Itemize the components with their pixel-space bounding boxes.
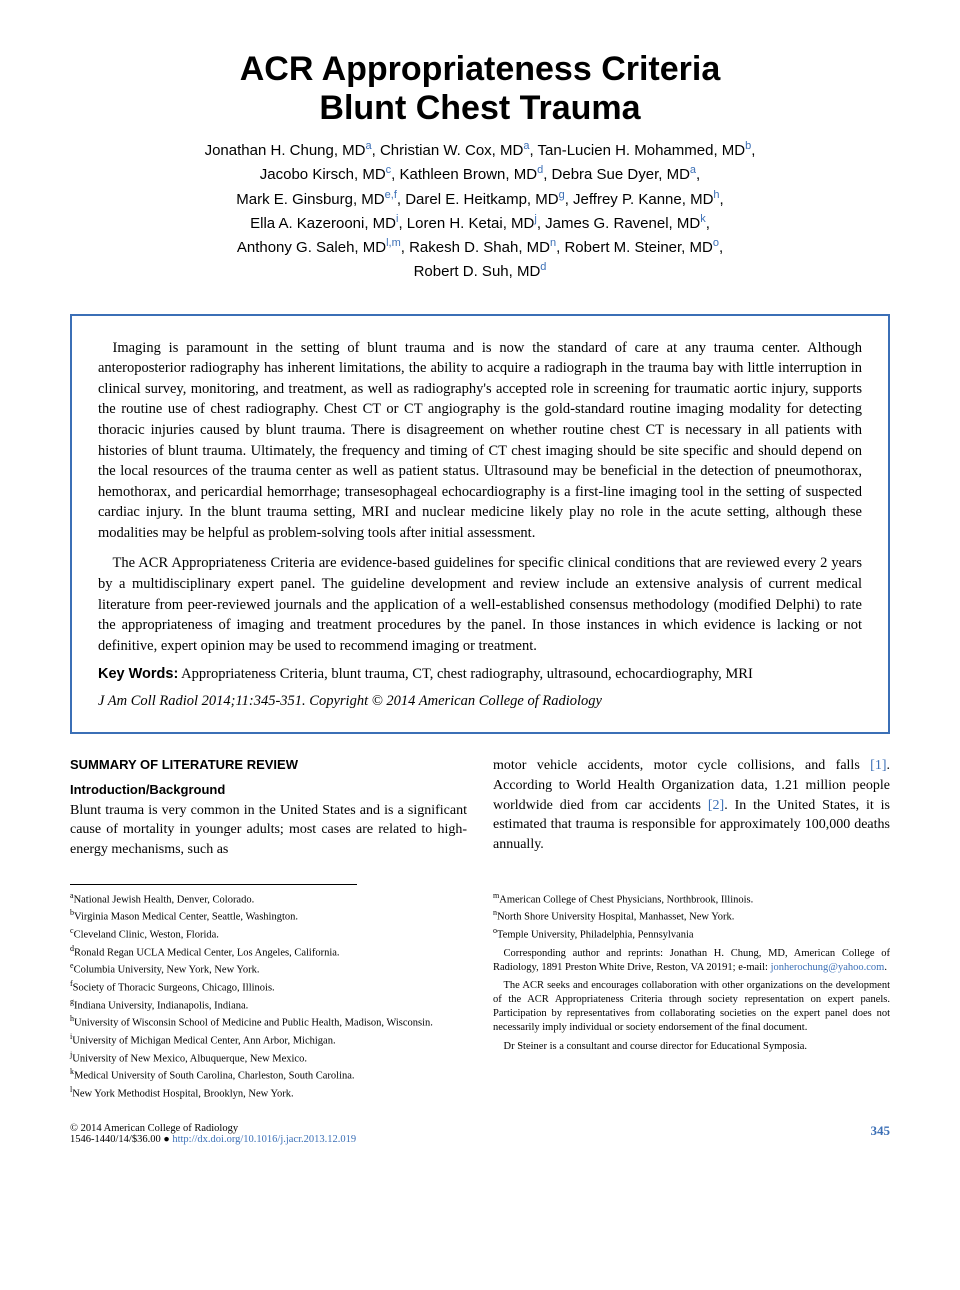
body-columns: SUMMARY OF LITERATURE REVIEW Introductio… bbox=[70, 756, 890, 859]
page-number: 345 bbox=[871, 1123, 891, 1145]
section-heading: SUMMARY OF LITERATURE REVIEW bbox=[70, 756, 467, 774]
affiliation-item: dRonald Regan UCLA Medical Center, Los A… bbox=[70, 944, 467, 961]
disclosure-note: Dr Steiner is a consultant and course di… bbox=[493, 1040, 890, 1054]
abstract-box: Imaging is paramount in the setting of b… bbox=[70, 314, 890, 735]
reference-link-2[interactable]: [2] bbox=[708, 798, 724, 813]
page-footer: © 2014 American College of Radiology 154… bbox=[70, 1123, 890, 1145]
author-list: Jonathan H. Chung, MDa, Christian W. Cox… bbox=[70, 138, 890, 284]
article-title: ACR Appropriateness Criteria Blunt Chest… bbox=[70, 50, 890, 128]
body-column-left: SUMMARY OF LITERATURE REVIEW Introductio… bbox=[70, 756, 467, 859]
keywords-label: Key Words: bbox=[98, 666, 178, 682]
abstract-paragraph-1: Imaging is paramount in the setting of b… bbox=[98, 338, 862, 544]
journal-citation: J Am Coll Radiol 2014;11:345-351. Copyri… bbox=[98, 693, 862, 710]
affiliation-item: jUniversity of New Mexico, Albuquerque, … bbox=[70, 1050, 467, 1067]
affiliation-item: fSociety of Thoracic Surgeons, Chicago, … bbox=[70, 979, 467, 996]
affiliation-item: kMedical University of South Carolina, C… bbox=[70, 1067, 467, 1084]
affiliation-item: lNew York Methodist Hospital, Brooklyn, … bbox=[70, 1085, 467, 1102]
affiliation-item: aNational Jewish Health, Denver, Colorad… bbox=[70, 891, 467, 908]
body-text-left: Blunt trauma is very common in the Unite… bbox=[70, 803, 467, 857]
abstract-paragraph-2: The ACR Appropriateness Criteria are evi… bbox=[98, 553, 862, 656]
affiliation-item: cCleveland Clinic, Weston, Florida. bbox=[70, 926, 467, 943]
doi-link[interactable]: http://dx.doi.org/10.1016/j.jacr.2013.12… bbox=[170, 1134, 356, 1145]
affiliations-left: aNational Jewish Health, Denver, Colorad… bbox=[70, 891, 467, 1103]
affiliation-item: hUniversity of Wisconsin School of Medic… bbox=[70, 1014, 467, 1031]
footer-left: © 2014 American College of Radiology 154… bbox=[70, 1123, 356, 1145]
affiliation-item: gIndiana University, Indianapolis, India… bbox=[70, 997, 467, 1014]
acr-collaboration-note: The ACR seeks and encourages collaborati… bbox=[493, 979, 890, 1036]
affiliation-item: iUniversity of Michigan Medical Center, … bbox=[70, 1032, 467, 1049]
email-link[interactable]: jonherochung@yahoo.com bbox=[771, 962, 885, 973]
corresponding-author: Corresponding author and reprints: Jonat… bbox=[493, 947, 890, 975]
keywords: Key Words: Appropriateness Criteria, blu… bbox=[98, 666, 862, 683]
affiliation-rule bbox=[70, 884, 357, 885]
reference-link-1[interactable]: [1] bbox=[870, 758, 886, 773]
affiliations: aNational Jewish Health, Denver, Colorad… bbox=[70, 891, 890, 1103]
affiliation-item: nNorth Shore University Hospital, Manhas… bbox=[493, 908, 890, 925]
affiliation-item: bVirginia Mason Medical Center, Seattle,… bbox=[70, 908, 467, 925]
affiliations-right: mAmerican College of Chest Physicians, N… bbox=[493, 891, 890, 1103]
body-column-right: motor vehicle accidents, motor cycle col… bbox=[493, 756, 890, 859]
affiliation-item: eColumbia University, New York, New York… bbox=[70, 961, 467, 978]
subsection-heading: Introduction/Background bbox=[70, 781, 467, 799]
affiliation-item: mAmerican College of Chest Physicians, N… bbox=[493, 891, 890, 908]
affiliation-item: oTemple University, Philadelphia, Pennsy… bbox=[493, 926, 890, 943]
